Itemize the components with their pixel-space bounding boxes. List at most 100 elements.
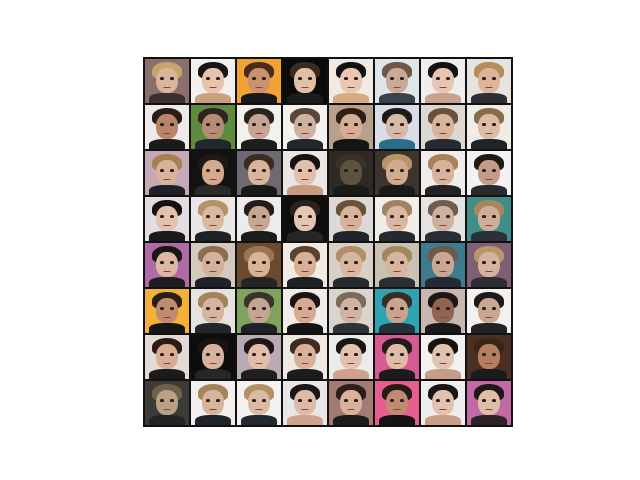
shoulders — [194, 139, 232, 149]
face-thumbnail — [145, 289, 189, 333]
mouth — [209, 362, 217, 365]
eyes — [206, 77, 220, 80]
shoulders — [194, 323, 232, 333]
face-thumbnail — [191, 335, 235, 379]
face — [340, 113, 362, 140]
face-thumbnail — [283, 243, 327, 287]
shoulders — [194, 415, 232, 425]
shoulders — [332, 277, 370, 287]
eyes — [252, 261, 266, 264]
face-thumbnail — [375, 59, 419, 103]
face — [478, 389, 500, 416]
eyes — [160, 77, 174, 80]
eyes — [390, 77, 404, 80]
eyes — [390, 261, 404, 264]
shoulders — [332, 231, 370, 241]
face-thumbnail — [421, 335, 465, 379]
shoulders — [240, 323, 278, 333]
face-thumbnail — [375, 197, 419, 241]
shoulders — [332, 93, 370, 103]
shoulders — [148, 323, 186, 333]
face — [248, 297, 270, 324]
face-thumbnail — [191, 243, 235, 287]
mouth — [301, 178, 309, 181]
shoulders — [378, 277, 416, 287]
shoulders — [378, 185, 416, 195]
mouth — [163, 316, 171, 319]
face-thumbnail — [467, 381, 511, 425]
face — [156, 251, 178, 278]
shoulders — [378, 93, 416, 103]
face-thumbnail — [145, 335, 189, 379]
mouth — [485, 362, 493, 365]
eyes — [252, 169, 266, 172]
shoulders — [424, 369, 462, 379]
face — [340, 67, 362, 94]
face-thumbnail — [283, 381, 327, 425]
shoulders — [286, 185, 324, 195]
eyes — [160, 353, 174, 356]
eyes — [344, 307, 358, 310]
eyes — [298, 261, 312, 264]
face — [248, 389, 270, 416]
eyes — [160, 169, 174, 172]
mouth — [393, 408, 401, 411]
shoulders — [240, 369, 278, 379]
shoulders — [424, 139, 462, 149]
mouth — [439, 224, 447, 227]
face-thumbnail — [329, 59, 373, 103]
eyes — [482, 307, 496, 310]
mouth — [163, 270, 171, 273]
face — [294, 343, 316, 370]
face — [340, 205, 362, 232]
shoulders — [240, 277, 278, 287]
mouth — [209, 178, 217, 181]
face-thumbnail — [421, 289, 465, 333]
shoulders — [194, 93, 232, 103]
eyes — [298, 353, 312, 356]
face — [294, 205, 316, 232]
eyes — [160, 215, 174, 218]
face-thumbnail — [191, 151, 235, 195]
face-thumbnail — [145, 105, 189, 149]
face — [202, 389, 224, 416]
mouth — [347, 224, 355, 227]
face — [294, 251, 316, 278]
face — [202, 113, 224, 140]
shoulders — [240, 93, 278, 103]
mouth — [393, 224, 401, 227]
shoulders — [194, 231, 232, 241]
face-thumbnail — [421, 197, 465, 241]
shoulders — [286, 323, 324, 333]
face-thumbnail — [375, 289, 419, 333]
shoulders — [470, 277, 508, 287]
face-thumbnail — [237, 105, 281, 149]
eyes — [436, 261, 450, 264]
eyes — [436, 123, 450, 126]
shoulders — [148, 93, 186, 103]
shoulders — [332, 323, 370, 333]
face-thumbnail — [283, 197, 327, 241]
shoulders — [470, 139, 508, 149]
face — [156, 159, 178, 186]
mouth — [163, 132, 171, 135]
face — [340, 251, 362, 278]
face-thumbnail — [237, 59, 281, 103]
eyes — [252, 123, 266, 126]
face — [340, 159, 362, 186]
face-thumbnail — [237, 335, 281, 379]
eyes — [160, 399, 174, 402]
mouth — [485, 408, 493, 411]
face — [432, 343, 454, 370]
face-thumbnail — [283, 151, 327, 195]
face — [248, 205, 270, 232]
face-thumbnail — [421, 59, 465, 103]
mouth — [255, 86, 263, 89]
eyes — [482, 169, 496, 172]
face — [156, 297, 178, 324]
eyes — [206, 353, 220, 356]
face-thumbnail — [191, 381, 235, 425]
mouth — [439, 270, 447, 273]
eyes — [206, 215, 220, 218]
